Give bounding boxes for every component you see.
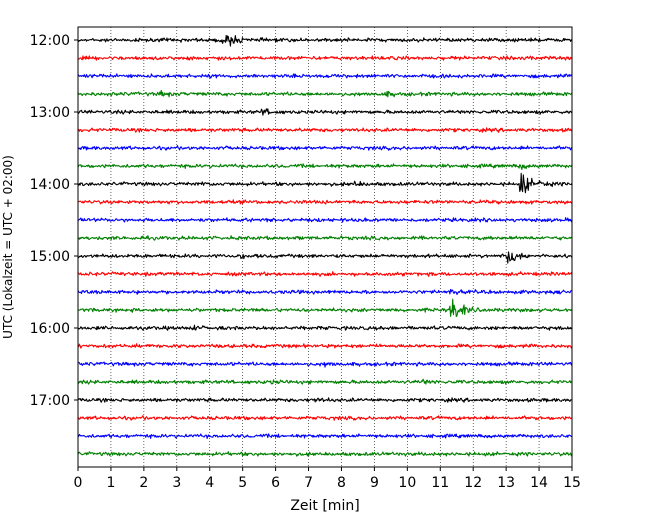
trace-1200: [77, 34, 573, 47]
trace-1400: [77, 172, 573, 194]
y-tick-label: 13:00: [30, 105, 70, 121]
x-tick-label: 3: [172, 475, 181, 491]
trace-1345: [77, 163, 573, 170]
y-axis-label: UTC (Lokalzeit = UTC + 02:00): [1, 155, 15, 339]
trace-1715: [77, 415, 573, 421]
x-tick-label: 6: [271, 475, 280, 491]
trace-1630: [77, 361, 573, 368]
x-tick-label: 2: [139, 475, 148, 491]
trace-1545: [77, 298, 573, 318]
x-tick-label: 7: [304, 475, 313, 491]
x-tick-label: 8: [337, 475, 346, 491]
y-axis-ticks: 12:00 13:00 14:00 15:00 16:00 17:00: [30, 33, 78, 409]
x-tick-label: 14: [530, 475, 548, 491]
x-tick-label: 4: [205, 475, 214, 491]
trace-1615: [77, 343, 573, 349]
x-tick-label: 11: [431, 475, 449, 491]
trace-1530: [77, 288, 573, 296]
trace-1600: [77, 324, 573, 331]
x-tick-label: 12: [464, 475, 482, 491]
trace-1215: [77, 55, 573, 61]
x-tick-label: 5: [238, 475, 247, 491]
trace-1445: [77, 235, 573, 241]
trace-1330: [77, 145, 573, 151]
trace-1500: [77, 251, 573, 264]
trace-1730: [77, 433, 573, 439]
trace-1315: [77, 127, 573, 133]
y-tick-label: 17:00: [30, 393, 70, 409]
y-tick-label: 14:00: [30, 177, 70, 193]
x-axis-label: Zeit [min]: [290, 498, 359, 514]
x-tick-label: 13: [497, 475, 515, 491]
x-tick-label: 15: [563, 475, 581, 491]
trace-1230: [77, 73, 573, 79]
y-tick-label: 15:00: [30, 249, 70, 265]
x-tick-label: 0: [74, 475, 83, 491]
x-axis-ticks: 0 1 2 3 4 5 6 7 8 9 10 11 12 13 14 15: [74, 467, 581, 491]
x-tick-label: 1: [106, 475, 115, 491]
plot-frame: [77, 26, 573, 468]
trace-series: [77, 34, 573, 457]
trace-1745: [77, 451, 573, 457]
trace-1300: [77, 108, 573, 116]
trace-1245: [77, 89, 573, 98]
x-tick-label: 9: [370, 475, 379, 491]
trace-1415: [77, 199, 573, 205]
y-tick-label: 16:00: [30, 321, 70, 337]
trace-1430: [77, 217, 573, 223]
trace-1645: [77, 378, 573, 385]
trace-1700: [77, 397, 573, 403]
y-tick-label: 12:00: [30, 33, 70, 49]
trace-1515: [77, 271, 573, 277]
x-tick-label: 10: [398, 475, 416, 491]
